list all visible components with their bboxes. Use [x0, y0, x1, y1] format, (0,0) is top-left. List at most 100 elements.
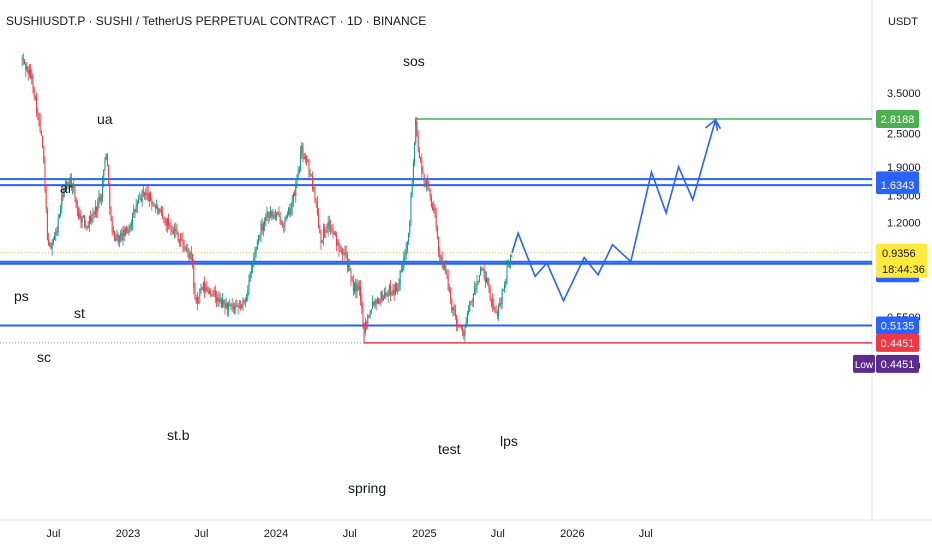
time-tick-label[interactable]: Jul	[491, 528, 505, 540]
candle-body	[321, 240, 323, 243]
candle-body	[295, 184, 297, 197]
candle-body	[483, 269, 485, 278]
candle-body	[374, 300, 376, 306]
annotation-ua: ua	[97, 111, 113, 127]
time-tick-label[interactable]: Jul	[639, 528, 653, 540]
time-tick-label[interactable]: Jul	[194, 528, 208, 540]
time-tick-label[interactable]: Jul	[343, 528, 357, 540]
candle-body	[93, 212, 95, 215]
candle-body	[135, 206, 137, 212]
candle-body	[182, 239, 184, 247]
candle-body	[319, 227, 321, 234]
time-tick-label[interactable]: 2025	[412, 528, 436, 540]
candle-body	[172, 232, 174, 233]
candle-body	[423, 174, 425, 184]
candle-body	[420, 157, 422, 161]
candle-body	[394, 284, 396, 295]
price-tick-label[interactable]: 1.2000	[887, 218, 921, 230]
candle-body	[386, 295, 388, 297]
candle-body	[163, 217, 165, 219]
candle-body	[141, 190, 143, 202]
candle-body	[261, 223, 263, 231]
projection-path[interactable]	[511, 117, 722, 303]
candle-body	[381, 291, 383, 301]
candle-body	[237, 305, 239, 308]
candle-body	[168, 218, 170, 226]
candle-body	[399, 270, 401, 284]
price-tag-1-6343-bg	[876, 176, 919, 195]
candle-body	[332, 228, 334, 235]
price-tag-1-6343: 1.6343	[881, 180, 915, 192]
candle-body	[264, 221, 266, 225]
candle-body	[294, 193, 296, 197]
candle-body	[176, 230, 178, 234]
projection-arrowhead	[705, 118, 719, 131]
candle-body	[307, 160, 309, 162]
candle-body	[110, 208, 112, 219]
annotation-sc: sc	[37, 349, 51, 365]
time-tick-label[interactable]: 2024	[264, 528, 288, 540]
candle-body	[62, 194, 64, 197]
candle-body	[501, 289, 503, 304]
candle-body	[258, 235, 260, 242]
low-marker-value: 0.4451	[881, 359, 915, 371]
candle-body	[481, 268, 483, 270]
candle-body	[214, 290, 216, 298]
candle-body	[297, 172, 299, 177]
candle-body	[87, 226, 89, 229]
projected-price-path[interactable]	[511, 117, 722, 303]
time-tick-label[interactable]: Jul	[46, 528, 60, 540]
candle-body	[430, 196, 432, 207]
candle-body	[337, 242, 339, 245]
candle-body	[362, 308, 364, 325]
candle-body	[406, 241, 408, 250]
candle-body	[248, 280, 250, 292]
horizontal-levels[interactable]	[0, 118, 872, 344]
candle-body	[507, 263, 509, 267]
candle-body	[273, 215, 275, 219]
candle-body	[84, 216, 86, 226]
candle-body	[241, 303, 243, 309]
chart-title[interactable]: SUSHIUSDT.P · SUSHI / TetherUS PERPETUAL…	[6, 14, 426, 28]
price-tick-label[interactable]: 3.5000	[887, 88, 921, 100]
candle-body	[169, 225, 171, 227]
candle-body	[253, 258, 255, 265]
time-axis[interactable]: Jul 2023 Jul 2024 Jul 2025 Jul 2026 Jul	[46, 528, 652, 540]
candle-body	[486, 277, 488, 283]
candle-body	[46, 209, 48, 240]
candle-body	[170, 226, 172, 230]
candle-body	[463, 331, 465, 336]
candle-body	[157, 206, 159, 214]
time-tick-label[interactable]: 2026	[560, 528, 584, 540]
candle-body	[459, 325, 461, 327]
price-tick-label[interactable]: 1.9000	[887, 162, 921, 174]
candle-body	[134, 209, 136, 212]
candle-body	[360, 286, 362, 300]
candle-body	[240, 307, 242, 309]
time-tick-label[interactable]: 2023	[116, 528, 140, 540]
candle-body	[334, 232, 336, 236]
candle-body	[153, 205, 155, 206]
candle-body	[411, 182, 413, 196]
candle-body	[138, 199, 140, 204]
candle-body	[127, 231, 129, 233]
candle-body	[436, 226, 438, 237]
candle-body	[254, 251, 256, 259]
currency-label[interactable]: USDT	[888, 16, 918, 28]
candle-body	[52, 239, 54, 244]
price-tick-label[interactable]: 2.5000	[887, 129, 921, 141]
candle-body	[405, 249, 407, 255]
candle-body	[487, 277, 489, 285]
candle-body	[109, 183, 111, 209]
candle-body	[326, 229, 328, 233]
candle-body	[433, 207, 435, 210]
candle-body	[174, 229, 176, 233]
candle-body	[92, 212, 94, 218]
candle-body	[477, 281, 479, 282]
candle-body	[142, 190, 144, 193]
candle-body	[195, 297, 197, 304]
candle-body	[504, 284, 506, 291]
candle-body	[78, 211, 80, 218]
candle-body	[438, 236, 440, 252]
